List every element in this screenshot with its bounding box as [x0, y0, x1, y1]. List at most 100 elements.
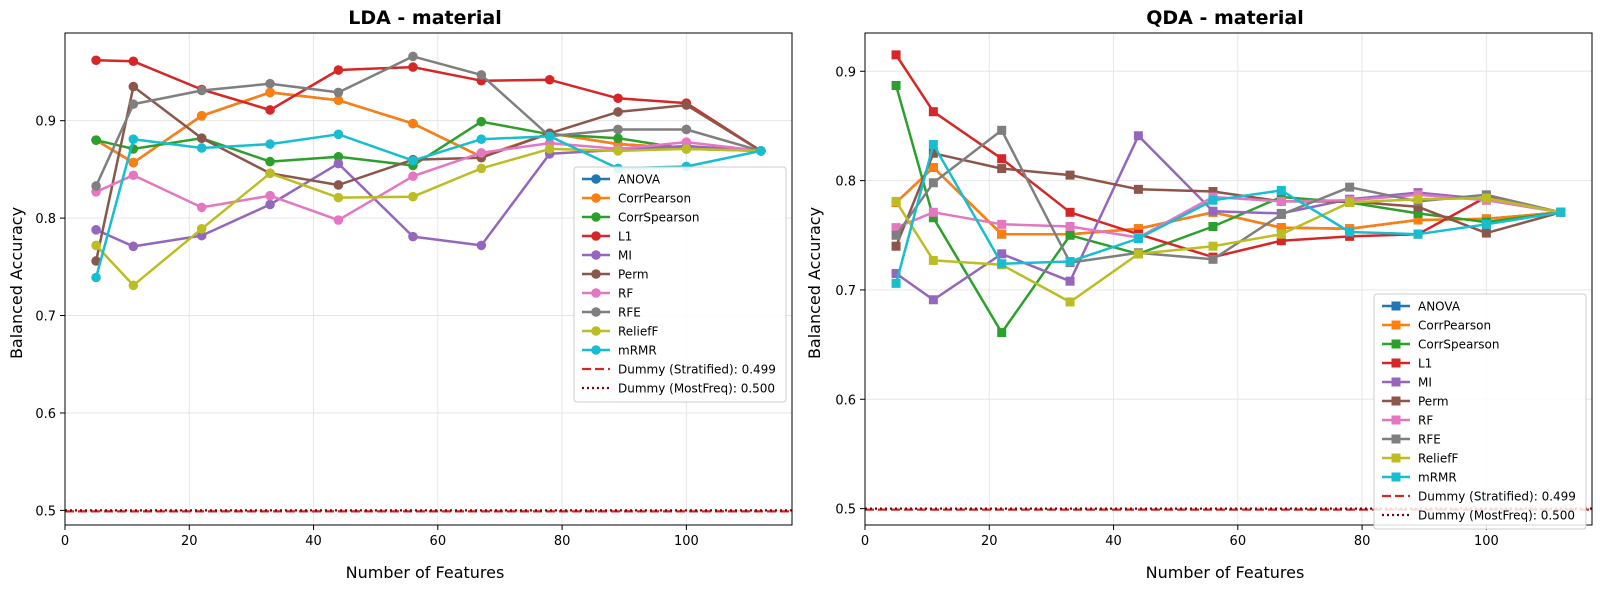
data-point	[928, 162, 938, 172]
data-point	[265, 168, 275, 179]
data-point	[681, 144, 692, 154]
chart-title: QDA - material	[1146, 7, 1304, 29]
data-point	[333, 180, 344, 190]
data-point	[928, 148, 938, 158]
data-point	[1208, 222, 1218, 232]
data-point	[613, 93, 623, 104]
data-point	[333, 192, 344, 203]
x-tick-label: 100	[674, 534, 699, 549]
data-point	[128, 241, 139, 252]
data-point	[196, 224, 207, 234]
x-tick-label: 0	[861, 534, 869, 549]
x-axis-label: Number of Features	[346, 563, 505, 582]
data-point	[476, 240, 487, 251]
data-point	[997, 328, 1007, 338]
data-point	[1133, 131, 1143, 141]
data-point	[1133, 249, 1143, 259]
data-point	[333, 129, 344, 140]
legend-label: RF	[1418, 414, 1433, 428]
y-tick-label: 0.9	[35, 115, 56, 130]
legend-label: RFE	[618, 306, 641, 320]
data-point	[196, 202, 207, 213]
data-point	[1208, 187, 1218, 197]
data-point	[544, 131, 555, 142]
data-point	[1065, 207, 1075, 217]
legend-marker	[1391, 320, 1401, 330]
data-point	[196, 143, 207, 153]
data-point	[1065, 222, 1075, 232]
legend-label: CorrSpearson	[1418, 338, 1499, 352]
legend-marker	[591, 326, 601, 336]
legend-marker	[591, 193, 601, 203]
data-point	[1065, 170, 1075, 180]
data-point	[128, 81, 139, 92]
legend-label: ANOVA	[1418, 300, 1461, 314]
x-tick-label: 40	[305, 534, 322, 549]
plot-frame	[64, 32, 793, 526]
data-point	[997, 154, 1007, 164]
data-point	[1065, 230, 1075, 240]
legend-label: Dummy (Stratified): 0.499	[1418, 490, 1576, 504]
x-tick-label: 20	[181, 534, 198, 549]
data-point	[1065, 297, 1075, 307]
legend-label: CorrSpearson	[618, 211, 699, 225]
legend: ANOVA CorrPearson CorrSpearson L1 MI Perm RF RF…	[573, 166, 787, 403]
data-point	[408, 51, 418, 62]
data-point	[544, 144, 555, 154]
y-tick-label: 0.5	[35, 504, 56, 519]
data-point	[928, 213, 938, 223]
data-point	[997, 259, 1007, 269]
data-point	[91, 135, 101, 145]
data-point	[476, 134, 487, 144]
legend-label: RFE	[1418, 433, 1441, 447]
data-point	[1133, 224, 1143, 234]
data-point	[476, 70, 487, 80]
data-point	[128, 170, 139, 181]
data-point	[91, 272, 101, 283]
legend-label: L1	[618, 230, 632, 244]
legend-label: ANOVA	[618, 173, 661, 187]
data-point	[265, 78, 275, 89]
data-point	[1556, 207, 1566, 217]
data-point	[997, 229, 1007, 239]
legend-label: Dummy (Stratified): 0.499	[618, 363, 776, 377]
y-tick-label: 0.6	[35, 407, 56, 422]
data-point	[128, 280, 139, 291]
data-point	[1208, 254, 1218, 264]
y-tick-label: 0.6	[835, 393, 856, 408]
data-point	[128, 157, 139, 168]
legend-label: Perm	[618, 268, 649, 282]
data-point	[1276, 236, 1286, 246]
data-point	[196, 111, 207, 121]
data-point	[1208, 195, 1218, 205]
x-tick-label: 60	[1230, 534, 1247, 549]
y-tick-label: 0.9	[835, 65, 856, 80]
data-point	[1481, 193, 1491, 203]
y-tick-label: 0.8	[35, 212, 56, 227]
data-point	[265, 190, 275, 201]
legend-label: CorrPearson	[1418, 319, 1491, 333]
qda-chart: QDA - material Number of Features Balanc…	[805, 7, 1593, 582]
data-point	[128, 99, 139, 109]
data-point	[1065, 257, 1075, 267]
data-point	[408, 231, 418, 242]
legend-marker	[591, 174, 601, 184]
legend-label: CorrPearson	[618, 192, 691, 206]
lda-chart: LDA - material Number of Features Balanc…	[7, 7, 793, 582]
data-point	[681, 137, 692, 147]
data-point	[891, 223, 901, 233]
data-point	[613, 133, 623, 144]
y-axis-label: Balanced Accuracy	[7, 207, 26, 359]
data-point	[196, 133, 207, 144]
data-point	[613, 124, 623, 135]
data-point	[333, 151, 344, 162]
data-point	[265, 156, 275, 167]
data-point	[891, 50, 901, 60]
data-point	[891, 278, 901, 288]
legend-label: ReliefF	[618, 325, 658, 339]
data-point	[928, 140, 938, 150]
data-point	[681, 124, 692, 135]
data-point	[928, 178, 938, 188]
data-point	[91, 256, 101, 266]
data-point	[1133, 184, 1143, 194]
